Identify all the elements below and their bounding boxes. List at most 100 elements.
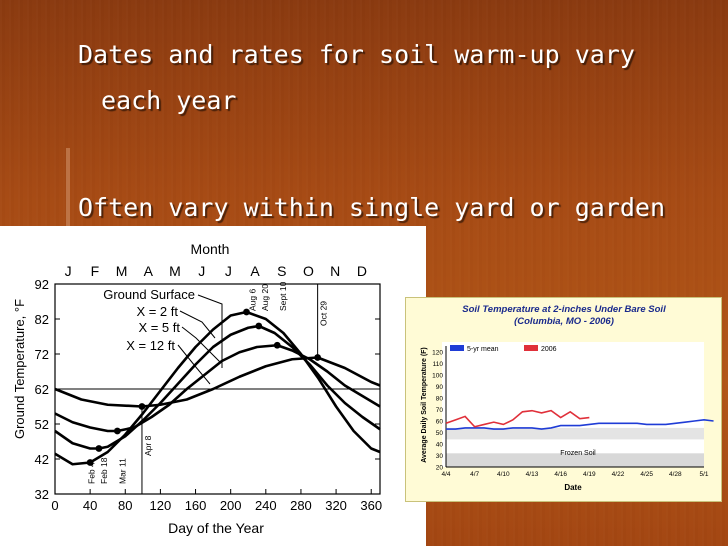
- x-tick-label: 160: [185, 498, 207, 513]
- x-tick-label: 4/10: [497, 471, 510, 478]
- month-label: F: [91, 263, 100, 279]
- x-tick-label: 4/13: [526, 471, 539, 478]
- series-label: X = 12 ft: [126, 338, 175, 353]
- x-tick-label: 4/22: [612, 471, 625, 478]
- y-tick-label: 100: [432, 373, 443, 380]
- legend-swatch-mean: [450, 345, 464, 351]
- series-label: X = 2 ft: [136, 304, 178, 319]
- frozen-band: [446, 453, 704, 467]
- y-tick-label: 120: [432, 350, 443, 357]
- y-tick-label: 52: [35, 417, 49, 432]
- y-tick-label: 80: [436, 396, 444, 403]
- month-label: J: [225, 263, 232, 279]
- y-tick-label: 42: [35, 452, 49, 467]
- y-tick-label: 72: [35, 347, 49, 362]
- month-label: A: [250, 263, 260, 279]
- soil-temperature-chart: Soil Temperature at 2-inches Under Bare …: [421, 304, 714, 492]
- legend-label-2006: 2006: [541, 346, 557, 353]
- x-tick-label: 40: [83, 498, 97, 513]
- date-annotation: Oct 29: [319, 301, 329, 326]
- leader-line: [197, 294, 223, 368]
- leader-line: [179, 310, 216, 339]
- month-label: M: [169, 263, 181, 279]
- y-tick-label: 32: [35, 487, 49, 502]
- chart-title: Month: [191, 241, 230, 257]
- bullet-text-2: Often vary within single yard or garden: [78, 193, 665, 222]
- series-line-2: [54, 343, 381, 433]
- date-annotation: Apr 8: [143, 435, 153, 456]
- extreme-marker: [273, 341, 281, 349]
- x-axis-label: Day of the Year: [168, 520, 264, 536]
- y-tick-label: 40: [436, 442, 444, 449]
- x-tick-label: 4/25: [640, 471, 653, 478]
- month-label: O: [303, 263, 314, 279]
- soil-temperature-figure: Soil Temperature at 2-inches Under Bare …: [405, 297, 722, 502]
- y-tick-label: 60: [436, 419, 444, 426]
- x-tick-label: 0: [51, 498, 58, 513]
- extreme-marker: [113, 427, 121, 435]
- month-label: J: [198, 263, 205, 279]
- month-label: S: [277, 263, 286, 279]
- extreme-marker: [95, 445, 103, 452]
- month-label: D: [357, 263, 367, 279]
- month-label: A: [144, 263, 154, 279]
- chart-subtitle: (Columbia, MO - 2006): [514, 316, 614, 327]
- x-tick-label: 320: [325, 498, 347, 513]
- frozen-soil-label: Frozen Soil: [560, 450, 596, 457]
- date-annotation: Aug 6: [247, 289, 257, 311]
- y-tick-label: 110: [433, 361, 444, 368]
- series-line-2006: [445, 409, 590, 428]
- x-tick-label: 4/7: [470, 471, 479, 478]
- date-annotation: Sept 10: [278, 281, 288, 311]
- series-label: Ground Surface: [103, 287, 195, 302]
- date-annotation: Aug 20: [260, 284, 270, 311]
- leader-line: [181, 326, 221, 363]
- series-line-3: [54, 356, 381, 408]
- extreme-marker: [86, 459, 94, 466]
- extreme-marker: [138, 403, 146, 410]
- extreme-marker: [243, 308, 250, 316]
- bullet-text-1-cont: each year: [101, 86, 237, 115]
- y-tick-label: 50: [436, 430, 444, 437]
- y-tick-label: 30: [436, 453, 444, 460]
- chart-title: Soil Temperature at 2-inches Under Bare …: [462, 304, 666, 315]
- x-tick-label: 4/16: [554, 471, 567, 478]
- date-annotation: Feb 4: [87, 462, 97, 484]
- bullet-text-1: Dates and rates for soil warm-up vary: [78, 40, 635, 69]
- series-line-mean: [446, 419, 714, 430]
- y-axis-label: Average Daily Soil Temperature (F): [421, 347, 428, 463]
- y-tick-label: 90: [436, 384, 444, 391]
- shaded-band: [446, 427, 704, 440]
- x-tick-label: 280: [290, 498, 312, 513]
- x-tick-label: 200: [220, 498, 242, 513]
- series-label: X = 5 ft: [138, 320, 180, 335]
- bullet-divider: [66, 148, 70, 230]
- y-tick-label: 92: [35, 277, 49, 292]
- x-tick-label: 5/1: [699, 471, 708, 478]
- y-axis-label: Ground Temperature, °F: [12, 299, 27, 439]
- y-tick-label: 20: [436, 465, 444, 472]
- x-tick-label: 4/4: [441, 471, 450, 478]
- extreme-marker: [314, 354, 322, 361]
- date-annotation: Mar 11: [117, 458, 127, 484]
- month-label: M: [116, 263, 128, 279]
- x-tick-label: 4/28: [669, 471, 682, 478]
- date-annotation: Feb 18: [99, 457, 109, 484]
- x-tick-label: 80: [118, 498, 132, 513]
- x-tick-label: 120: [150, 498, 172, 513]
- x-tick-label: 4/19: [583, 471, 596, 478]
- y-tick-label: 62: [35, 382, 49, 397]
- x-tick-label: 360: [360, 498, 382, 513]
- legend-label-mean: 5-yr mean: [467, 346, 499, 353]
- y-tick-label: 70: [436, 407, 444, 414]
- extreme-marker: [255, 322, 263, 330]
- legend-swatch-2006: [524, 345, 538, 351]
- month-label: N: [330, 263, 340, 279]
- x-tick-label: 240: [255, 498, 277, 513]
- frozen-gap: [446, 444, 704, 454]
- y-tick-label: 82: [35, 312, 49, 327]
- x-axis-label: Date: [564, 483, 582, 492]
- month-label: J: [65, 263, 72, 279]
